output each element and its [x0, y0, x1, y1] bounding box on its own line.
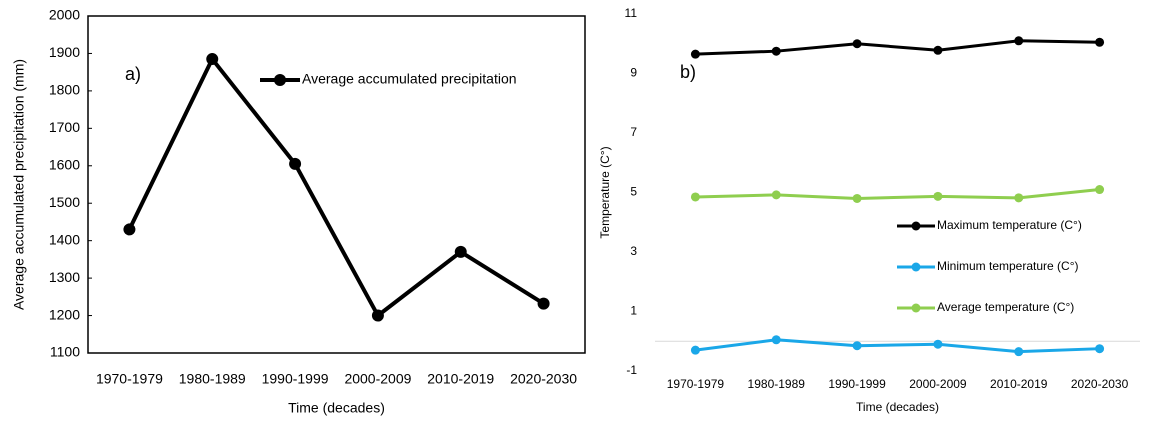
- x-tick-label: 1970-1979: [96, 371, 163, 387]
- x-tick-label: 2020-2030: [510, 371, 577, 387]
- data-point: [852, 193, 862, 203]
- data-point: [1095, 185, 1105, 195]
- series-line: [695, 338, 1100, 354]
- panel-label: a): [125, 64, 141, 84]
- x-tick-label: 2010-2019: [427, 371, 494, 387]
- legend-label: Average temperature (C°): [937, 300, 1074, 314]
- x-axis-title: Time (decades): [288, 400, 385, 416]
- y-tick-label: 1900: [49, 44, 80, 60]
- data-point: [206, 53, 219, 66]
- x-tick-label: 1980-1989: [748, 377, 806, 391]
- data-point: [289, 157, 302, 170]
- y-axis-title: Temperature (C°): [598, 146, 612, 238]
- x-tick-label: 2000-2009: [909, 377, 967, 391]
- y-tick-label: 3: [630, 244, 637, 258]
- data-point: [1095, 37, 1105, 47]
- y-axis-title: Average accumulated precipitation (mm): [11, 59, 27, 310]
- x-tick-label: 1990-1999: [262, 371, 329, 387]
- data-point: [933, 45, 943, 55]
- chart-panel: -1 1 3 5 7 9 11 1970-1979 1980-1989 1990-1999 2000…: [598, 6, 1140, 414]
- y-tick-label: 1500: [49, 194, 80, 210]
- y-tick-label: 2000: [49, 7, 80, 23]
- data-point: [123, 223, 136, 236]
- data-point: [933, 339, 943, 349]
- panel-label: b): [680, 62, 696, 82]
- data-point: [1014, 193, 1024, 203]
- legend-marker: [911, 262, 921, 272]
- data-point: [1095, 344, 1105, 354]
- x-tick-label: 2020-2030: [1071, 377, 1129, 391]
- series-line: [127, 57, 545, 318]
- data-point: [771, 46, 781, 56]
- y-tick-label: 9: [630, 66, 637, 80]
- data-point: [537, 297, 550, 310]
- x-tick-label: 1980-1989: [179, 371, 246, 387]
- y-tick-label: 11: [625, 6, 638, 20]
- y-tick-label: -1: [626, 363, 637, 377]
- y-tick-label: 1300: [49, 269, 80, 285]
- x-tick-label: 2010-2019: [990, 377, 1048, 391]
- data-point: [690, 192, 700, 202]
- legend-marker: [911, 303, 921, 313]
- x-tick-label: 1990-1999: [828, 377, 886, 391]
- y-tick-label: 1100: [50, 344, 80, 360]
- data-point: [690, 49, 700, 59]
- data-point: [933, 191, 943, 201]
- y-tick-label: 1600: [49, 156, 80, 172]
- x-tick-label: 2000-2009: [344, 371, 411, 387]
- data-point: [852, 341, 862, 351]
- data-point: [771, 190, 781, 200]
- series-line: [695, 39, 1100, 56]
- y-tick-label: 5: [630, 185, 637, 199]
- data-point: [852, 39, 862, 49]
- y-tick-label: 1: [630, 304, 637, 318]
- y-tick-label: 1800: [49, 82, 80, 98]
- legend-label: Average accumulated precipitation: [302, 71, 517, 87]
- data-point: [1014, 36, 1024, 46]
- y-tick-label: 7: [630, 125, 637, 139]
- data-point: [1014, 347, 1024, 357]
- chart-panel: 1100 1200 1300 1400 1500 1600 1700 1800 1900 2000…: [11, 7, 586, 416]
- legend-marker: [274, 74, 286, 86]
- legend-marker: [911, 221, 921, 231]
- plot-frame: [87, 15, 586, 354]
- y-tick-label: 1400: [49, 231, 80, 247]
- data-point: [690, 345, 700, 355]
- data-point: [454, 245, 467, 258]
- data-point: [371, 309, 384, 322]
- series-line: [695, 188, 1100, 200]
- legend-label: Minimum temperature (C°): [937, 259, 1079, 273]
- y-tick-label: 1200: [49, 306, 80, 322]
- legend-label: Maximum temperature (C°): [937, 218, 1082, 232]
- x-tick-label: 1970-1979: [667, 377, 725, 391]
- data-point: [771, 335, 781, 345]
- y-tick-label: 1700: [49, 119, 80, 135]
- x-axis-title: Time (decades): [856, 400, 939, 414]
